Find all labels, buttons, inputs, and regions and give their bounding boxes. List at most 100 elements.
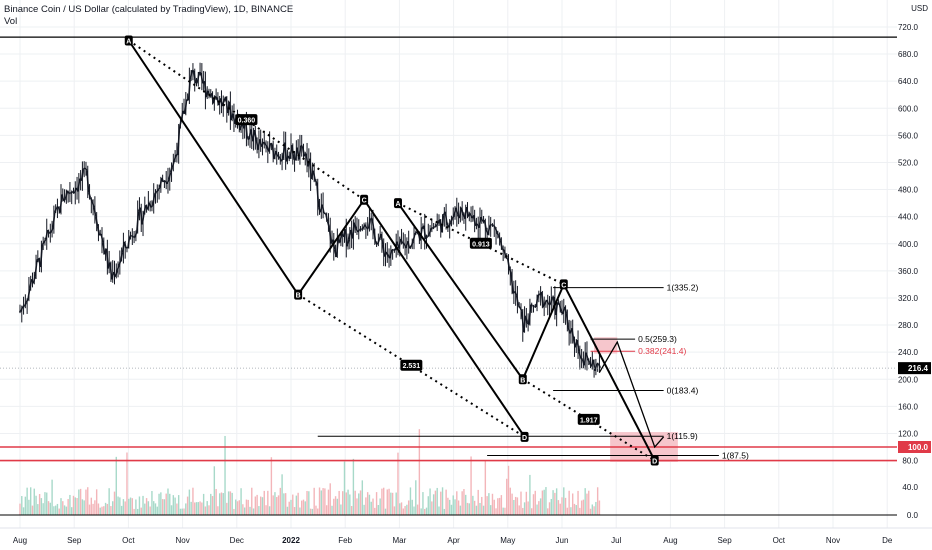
candle-body xyxy=(280,158,284,162)
volume-bar xyxy=(120,505,123,515)
candle-body xyxy=(173,154,177,162)
volume-bar xyxy=(586,493,588,515)
volume-bar xyxy=(322,488,324,515)
volume-bar xyxy=(334,496,337,515)
candle-body xyxy=(133,236,136,239)
volume-bar xyxy=(165,493,167,515)
ratio-label: 2.531 xyxy=(403,363,421,370)
volume-bar xyxy=(300,500,303,515)
volume-bar xyxy=(53,506,55,515)
harmonic-leg xyxy=(397,202,656,462)
volume-bar xyxy=(424,508,426,515)
volume-bar xyxy=(87,487,89,515)
candle-body xyxy=(159,178,163,188)
candle-body xyxy=(592,359,596,371)
volume-bar xyxy=(349,494,351,515)
candle-body xyxy=(123,241,127,249)
volume-bar xyxy=(557,500,560,515)
volume-indicator-label[interactable]: Vol xyxy=(4,16,18,27)
volume-bar xyxy=(49,502,52,515)
volume-bar xyxy=(393,506,396,515)
volume-bar xyxy=(354,490,356,515)
candle-body xyxy=(214,95,218,99)
candle-body xyxy=(321,204,325,214)
candle-body xyxy=(555,302,559,316)
candle-body xyxy=(262,141,266,145)
volume-bar xyxy=(56,503,59,515)
volume-bar xyxy=(270,457,273,515)
candle-body xyxy=(102,242,106,255)
candle-body xyxy=(496,232,500,237)
volume-bar xyxy=(345,492,347,515)
candle-body xyxy=(519,307,523,312)
volume-bar xyxy=(71,507,73,515)
volume-bar xyxy=(470,456,472,515)
volume-bar xyxy=(507,465,510,515)
volume-bar xyxy=(320,490,323,515)
volume-tick-label: 40.0 xyxy=(902,483,918,492)
pattern-point-marker xyxy=(559,279,568,290)
volume-bar xyxy=(185,503,187,515)
price-tick-label: 360.0 xyxy=(898,267,919,276)
volume-bar xyxy=(222,493,224,515)
volume-bar xyxy=(190,501,192,515)
volume-bar xyxy=(138,496,141,515)
fib-level-label: 0(183.4) xyxy=(667,385,699,395)
volume-bar xyxy=(128,498,130,515)
month-label: Dec xyxy=(230,536,244,545)
price-tick-label: 200.0 xyxy=(898,375,919,384)
support-price-tag-bg xyxy=(898,441,931,453)
volume-bar xyxy=(550,498,553,515)
volume-bar xyxy=(406,504,408,515)
candle-body xyxy=(225,96,229,114)
candle-body xyxy=(528,304,532,325)
volume-bar xyxy=(443,508,446,515)
volume-bar xyxy=(104,502,107,515)
candle-body xyxy=(86,170,90,193)
volume-bar xyxy=(299,507,301,515)
candle-body xyxy=(66,190,70,194)
volume-bar xyxy=(509,487,511,515)
volume-bar xyxy=(352,458,355,515)
candle-body xyxy=(54,207,58,213)
volume-bar xyxy=(167,488,169,515)
candle-body xyxy=(510,273,514,294)
volume-bar xyxy=(363,504,365,515)
candle-body xyxy=(203,81,208,98)
volume-bar xyxy=(38,494,41,515)
month-label: De xyxy=(882,536,893,545)
volume-bar xyxy=(366,492,369,515)
pattern-point-label: B xyxy=(296,293,301,300)
candle-body xyxy=(339,233,343,243)
volume-bar xyxy=(331,505,333,515)
volume-bar xyxy=(161,499,164,515)
volume-bar xyxy=(456,491,458,515)
pattern-point-marker xyxy=(393,198,402,209)
volume-bar xyxy=(497,498,499,515)
volume-bar xyxy=(194,502,196,515)
volume-bar xyxy=(536,504,538,515)
volume-bar xyxy=(192,487,194,515)
price-tick-label: 320.0 xyxy=(898,294,919,303)
price-tick-label: 520.0 xyxy=(898,158,919,167)
candle-body xyxy=(155,189,159,193)
volume-bar xyxy=(201,502,203,515)
candle-body xyxy=(87,192,92,198)
price-tick-label: 680.0 xyxy=(898,50,919,59)
volume-bar xyxy=(65,506,68,515)
candle-body xyxy=(45,229,49,240)
support-price-tag: 100.0 xyxy=(908,443,929,452)
candle-body xyxy=(298,145,302,160)
volume-bar xyxy=(149,506,151,515)
volume-bar xyxy=(69,494,71,515)
volume-bar xyxy=(195,502,198,515)
volume-bar xyxy=(577,490,579,515)
ratio-badge xyxy=(400,359,423,371)
harmonic-leg xyxy=(127,39,526,438)
price-axis-bg xyxy=(897,0,932,550)
volume-bar xyxy=(129,497,132,515)
volume-bar xyxy=(409,487,412,515)
candle-body xyxy=(580,357,583,361)
candle-body xyxy=(20,306,24,312)
